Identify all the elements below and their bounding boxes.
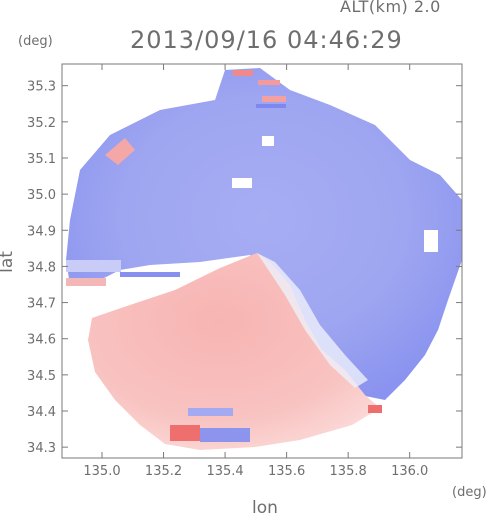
x-tick-label: 135.6 <box>268 464 305 479</box>
south-speckle <box>188 408 233 416</box>
south-speckle <box>200 428 250 442</box>
y-tick-label: 35.2 <box>27 116 56 131</box>
y-tick-label: 35.0 <box>27 188 56 203</box>
x-tick-label: 136.0 <box>391 464 428 479</box>
y-tick-label: 34.4 <box>27 405 56 420</box>
y-tick-label: 34.9 <box>27 224 56 239</box>
y-tick-label: 34.3 <box>27 441 56 456</box>
x-tick-label: 135.2 <box>145 464 182 479</box>
echo-gap <box>262 136 274 146</box>
approaching-echo-region <box>66 68 462 400</box>
top-speckle <box>256 104 286 108</box>
y-tick-label: 34.5 <box>27 369 56 384</box>
x-tick-label: 135.4 <box>206 464 243 479</box>
x-tick-label: 135.8 <box>330 464 367 479</box>
south-speckle <box>170 425 200 441</box>
plot-frame <box>61 63 463 459</box>
echo-gap <box>232 178 252 188</box>
zero-velocity-band <box>257 253 368 388</box>
x-axis-unit: (deg) <box>452 485 487 500</box>
x-tick-label: 135.0 <box>83 464 120 479</box>
se-speckle <box>368 405 382 413</box>
west-speckle <box>66 260 121 272</box>
y-tick-label: 34.6 <box>27 333 56 348</box>
y-tick-label: 34.8 <box>27 260 56 275</box>
top-speckle <box>258 80 280 85</box>
top-speckle <box>233 70 253 76</box>
y-tick-label: 35.1 <box>27 152 56 167</box>
y-tick-label: 34.7 <box>27 297 56 312</box>
west-speckle <box>66 278 106 286</box>
west-speckle <box>120 272 180 277</box>
receding-echo-region <box>88 253 380 450</box>
timestamp-title: 2013/09/16 04:46:29 <box>130 26 403 54</box>
y-tick-label: 35.3 <box>27 80 56 95</box>
y-axis-unit: (deg) <box>18 34 53 49</box>
nw-speckle <box>105 138 135 165</box>
velocity-field <box>66 68 462 450</box>
y-axis: 34.3 34.4 34.5 34.6 34.7 34.8 34.9 35.0 35.1 35.2… <box>27 80 462 456</box>
top-speckle <box>262 96 286 102</box>
x-axis: 135.0 135.2 135.4 135.6 135.8 136.0 <box>83 64 428 479</box>
x-axis-label: lon <box>252 498 278 518</box>
altitude-label: ALT(km) 2.0 <box>340 0 441 16</box>
echo-gap <box>424 230 438 252</box>
